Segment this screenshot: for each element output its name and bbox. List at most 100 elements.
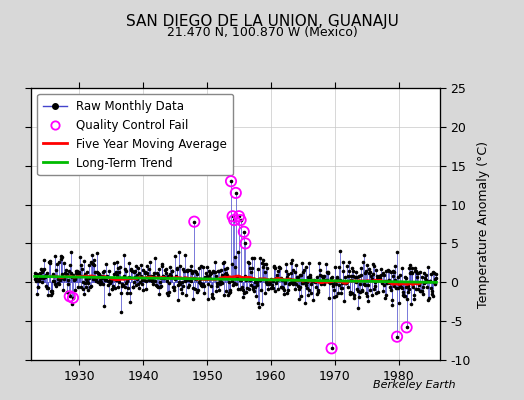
Point bbox=[166, 263, 174, 270]
Point bbox=[320, 280, 329, 287]
Point bbox=[419, 283, 427, 290]
Point bbox=[36, 269, 45, 276]
Point bbox=[104, 282, 112, 288]
Point bbox=[282, 260, 290, 267]
Point bbox=[420, 270, 428, 276]
Point bbox=[280, 291, 288, 297]
Point bbox=[182, 292, 191, 298]
Point bbox=[85, 275, 93, 281]
Point bbox=[184, 283, 193, 290]
Point bbox=[428, 291, 436, 298]
Point bbox=[174, 249, 183, 255]
Point bbox=[330, 294, 338, 300]
Point bbox=[235, 213, 243, 220]
Point bbox=[62, 271, 71, 277]
Point bbox=[93, 268, 102, 275]
Point bbox=[339, 259, 347, 266]
Point bbox=[397, 279, 405, 286]
Point bbox=[319, 274, 327, 281]
Point bbox=[113, 272, 121, 278]
Point bbox=[96, 281, 104, 288]
Point bbox=[117, 309, 126, 316]
Point bbox=[173, 266, 181, 272]
Point bbox=[156, 279, 165, 286]
Point bbox=[132, 282, 140, 288]
Point bbox=[58, 271, 66, 278]
Point bbox=[166, 271, 174, 277]
Point bbox=[361, 282, 369, 288]
Point bbox=[375, 273, 384, 280]
Point bbox=[48, 288, 56, 294]
Point bbox=[75, 268, 83, 275]
Point bbox=[297, 272, 305, 278]
Point bbox=[324, 269, 333, 276]
Point bbox=[310, 277, 318, 283]
Point bbox=[185, 282, 193, 288]
Point bbox=[407, 301, 415, 308]
Point bbox=[190, 218, 199, 225]
Point bbox=[127, 266, 136, 273]
Point bbox=[252, 293, 260, 299]
Point bbox=[56, 276, 64, 283]
Point bbox=[393, 334, 401, 340]
Point bbox=[330, 287, 339, 294]
Point bbox=[376, 275, 384, 282]
Point bbox=[179, 274, 188, 281]
Point bbox=[377, 280, 386, 287]
Point bbox=[61, 271, 70, 278]
Point bbox=[341, 280, 350, 286]
Point bbox=[172, 274, 180, 280]
Point bbox=[279, 287, 288, 294]
Point bbox=[77, 262, 85, 268]
Point bbox=[122, 280, 130, 286]
Point bbox=[223, 265, 232, 271]
Point bbox=[331, 264, 339, 270]
Point bbox=[82, 276, 91, 282]
Point bbox=[156, 284, 164, 290]
Point bbox=[68, 274, 76, 280]
Point bbox=[336, 277, 344, 284]
Point bbox=[131, 268, 139, 274]
Point bbox=[241, 273, 249, 279]
Point bbox=[65, 291, 73, 297]
Point bbox=[380, 282, 388, 288]
Point bbox=[396, 272, 405, 278]
Point bbox=[78, 266, 86, 272]
Point bbox=[209, 294, 217, 301]
Point bbox=[130, 278, 138, 285]
Point bbox=[387, 268, 395, 275]
Point bbox=[136, 279, 144, 285]
Point bbox=[393, 334, 401, 340]
Point bbox=[35, 278, 43, 284]
Point bbox=[31, 274, 40, 281]
Point bbox=[306, 274, 314, 280]
Point bbox=[244, 260, 253, 266]
Point bbox=[277, 276, 286, 283]
Point bbox=[151, 255, 159, 261]
Point bbox=[161, 266, 170, 272]
Point bbox=[287, 260, 296, 266]
Point bbox=[396, 283, 404, 289]
Point bbox=[56, 276, 64, 282]
Point bbox=[124, 285, 133, 292]
Point bbox=[260, 261, 268, 268]
Point bbox=[403, 296, 411, 302]
Point bbox=[263, 281, 271, 287]
Point bbox=[342, 280, 351, 287]
Point bbox=[89, 276, 97, 282]
Point bbox=[359, 252, 368, 258]
Point bbox=[408, 265, 417, 271]
Point bbox=[345, 268, 353, 274]
Point bbox=[157, 275, 165, 281]
Point bbox=[47, 288, 56, 295]
Point bbox=[285, 287, 293, 294]
Point bbox=[188, 268, 196, 275]
Point bbox=[129, 268, 138, 275]
Point bbox=[92, 278, 100, 284]
Point bbox=[333, 275, 341, 282]
Point bbox=[171, 273, 180, 280]
Point bbox=[425, 278, 434, 284]
Point bbox=[369, 286, 378, 292]
Point bbox=[405, 264, 413, 271]
Point bbox=[213, 283, 221, 289]
